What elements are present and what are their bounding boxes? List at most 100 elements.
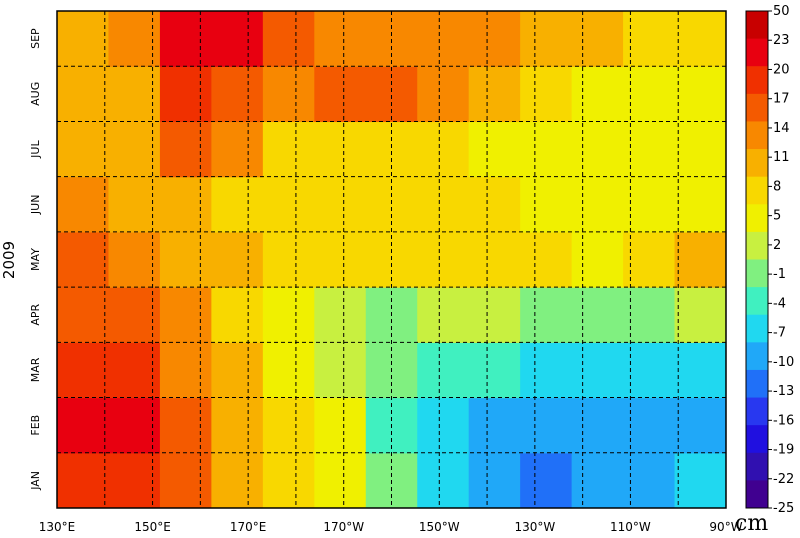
heat-cell — [623, 231, 676, 288]
heat-cell — [108, 231, 161, 288]
colorbar: 50 23 20 17 14 11 8 5 2 -1 -4 -7 -10 -13 -16 -19 -22 -25 — [745, 4, 794, 516]
heat-cell — [571, 452, 624, 508]
heat-cell — [262, 231, 315, 288]
heat-cell — [520, 342, 573, 399]
heat-cell — [571, 287, 624, 343]
heat-cell — [417, 287, 470, 343]
colorbar-label: -7 — [773, 326, 786, 341]
heat-cell — [314, 287, 367, 343]
heat-cell — [468, 452, 521, 508]
colorbar-swatch — [746, 204, 768, 233]
y-tick-label: JUL — [29, 140, 42, 159]
heat-cell — [520, 11, 573, 67]
heat-cell — [468, 397, 521, 454]
heat-cell — [211, 287, 264, 343]
grid-lines — [57, 11, 726, 508]
colorbar-label: 17 — [773, 92, 790, 107]
colorbar-label: -4 — [773, 296, 786, 311]
colorbar-swatch — [746, 149, 768, 178]
heat-cell — [108, 121, 161, 178]
heat-cell — [674, 66, 726, 123]
heat-cell — [674, 287, 726, 343]
heat-cell — [623, 397, 676, 454]
y-axis-title: 2009 — [0, 241, 18, 279]
colorbar-swatch — [746, 259, 768, 288]
colorbar-label: 11 — [773, 150, 790, 165]
heat-cell — [623, 452, 676, 508]
heat-cell — [520, 452, 573, 508]
heat-cell — [108, 176, 161, 233]
heat-cell — [211, 11, 264, 67]
heat-cell — [57, 121, 110, 178]
heat-cell — [468, 176, 521, 233]
heat-cell — [211, 66, 264, 123]
colorbar-label: -25 — [773, 501, 794, 516]
x-tick-label: 170°E — [230, 520, 267, 534]
colorbar-swatch — [746, 397, 768, 426]
heat-cell — [108, 397, 161, 454]
colorbar-label: 2 — [773, 238, 781, 253]
colorbar-unit: cm — [735, 511, 768, 536]
heat-cell — [468, 11, 521, 67]
heat-cell — [262, 66, 315, 123]
heat-cell — [520, 231, 573, 288]
heat-cell — [159, 342, 212, 399]
colorbar-label: -16 — [773, 413, 794, 428]
colorbar-swatch — [746, 452, 768, 481]
heat-cell — [520, 121, 573, 178]
heat-cell — [623, 121, 676, 178]
heat-cell — [314, 121, 367, 178]
heat-cell — [623, 66, 676, 123]
heat-cell — [623, 342, 676, 399]
heat-cell — [468, 231, 521, 288]
heat-cell — [314, 176, 367, 233]
heat-cell — [159, 176, 212, 233]
y-tick-label: APR — [29, 303, 42, 325]
heat-cell — [468, 66, 521, 123]
heat-cell — [674, 176, 726, 233]
heat-cell — [571, 11, 624, 67]
y-tick-label: JAN — [29, 471, 42, 491]
heat-cell — [57, 397, 110, 454]
colorbar-label: -19 — [773, 443, 794, 458]
colorbar-label: -13 — [773, 384, 794, 399]
heat-cell — [520, 176, 573, 233]
heat-cell — [417, 231, 470, 288]
y-tick-label: MAR — [29, 357, 42, 382]
heat-cell — [159, 121, 212, 178]
heat-cell — [417, 452, 470, 508]
heat-cell — [57, 66, 110, 123]
heat-cell — [571, 231, 624, 288]
heat-cell — [57, 342, 110, 399]
colorbar-swatch — [746, 425, 768, 454]
heat-cell — [571, 66, 624, 123]
colorbar-label: 20 — [773, 63, 790, 78]
x-tick-label: 110°W — [610, 520, 651, 534]
heat-cell — [211, 176, 264, 233]
heat-cell — [623, 176, 676, 233]
heat-cell — [262, 176, 315, 233]
y-tick-label: JUN — [29, 195, 42, 216]
heat-cell — [468, 121, 521, 178]
y-tick-label: MAY — [29, 248, 42, 271]
heat-cell — [159, 11, 212, 67]
heat-cell — [520, 66, 573, 123]
heat-cell — [314, 342, 367, 399]
heat-cell — [57, 287, 110, 343]
heat-cell — [57, 231, 110, 288]
heat-cell — [108, 66, 161, 123]
heat-cell — [108, 11, 161, 67]
heat-cell — [417, 66, 470, 123]
heat-cell — [211, 231, 264, 288]
heat-cell — [108, 287, 161, 343]
x-tick-label: 130°W — [514, 520, 555, 534]
heat-cell — [571, 121, 624, 178]
heat-cell — [571, 397, 624, 454]
heat-cell — [262, 121, 315, 178]
heat-cell — [520, 287, 573, 343]
heat-cell — [468, 342, 521, 399]
heat-cell — [571, 176, 624, 233]
heat-cell — [417, 342, 470, 399]
colorbar-swatch — [746, 369, 768, 399]
y-tick-label: AUG — [29, 82, 42, 106]
